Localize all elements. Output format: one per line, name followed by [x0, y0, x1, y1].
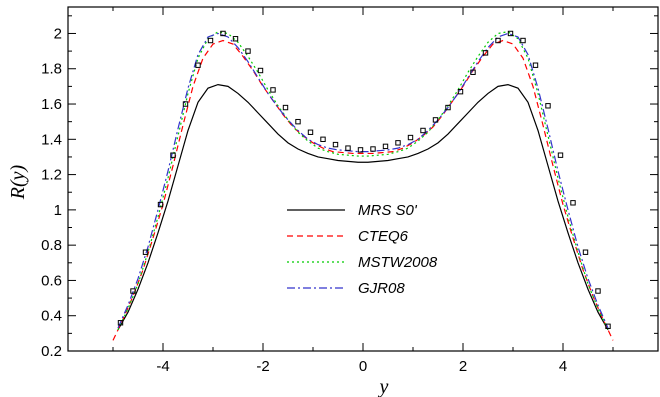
data-marker — [407, 134, 414, 141]
y-tick-label: 0.8 — [41, 237, 62, 254]
legend-label: MSTW2008 — [358, 254, 438, 271]
legend-label: GJR08 — [358, 280, 405, 297]
data-marker — [282, 104, 289, 111]
data-marker — [207, 37, 214, 44]
data-marker — [507, 30, 514, 37]
legend-label: CTEQ6 — [358, 228, 409, 245]
series-layer — [112, 30, 614, 341]
series-line-1 — [112, 39, 614, 341]
y-tick-label: 0.2 — [41, 343, 62, 360]
x-tick-label: 4 — [559, 358, 567, 375]
data-marker — [295, 118, 301, 125]
y-tick-label: 0.4 — [41, 308, 62, 325]
data-marker — [270, 87, 276, 93]
x-tick-label: -2 — [256, 358, 269, 375]
data-marker — [557, 152, 564, 158]
data-marker — [570, 200, 576, 206]
data-marker — [520, 37, 526, 44]
y-tick-label: 1.6 — [41, 96, 62, 113]
y-tick-label: 1.2 — [41, 167, 62, 184]
data-marker — [332, 141, 339, 148]
data-marker — [245, 48, 251, 54]
data-marker — [432, 117, 439, 123]
data-marker — [195, 62, 201, 68]
legend: MRS S0' CTEQ6 MSTW2008 GJR08 — [287, 202, 438, 297]
data-marker — [395, 140, 401, 146]
data-marker — [220, 30, 226, 37]
series-line-0 — [117, 84, 609, 331]
x-tick-label: 2 — [459, 358, 467, 375]
data-marker — [582, 249, 589, 255]
data-marker — [420, 127, 426, 134]
y-tick-label: 1 — [54, 202, 62, 219]
y-axis-title: R(y) — [7, 164, 29, 200]
x-tick-label: -4 — [156, 358, 169, 375]
data-marker — [532, 62, 539, 68]
data-marker — [370, 146, 376, 152]
data-marker — [130, 288, 136, 294]
data-marker — [482, 50, 489, 56]
x-axis-title: y — [378, 376, 389, 397]
data-marker — [605, 323, 611, 330]
data-marker — [457, 88, 464, 95]
y-tick-label: 0.6 — [41, 272, 62, 289]
y-tick-label: 1.4 — [41, 131, 62, 148]
data-marker — [445, 104, 451, 111]
data-marker — [595, 288, 601, 294]
data-marker — [470, 69, 476, 75]
data-marker — [232, 36, 239, 42]
y-tick-label: 2 — [54, 25, 62, 42]
x-tick-label: 0 — [359, 358, 367, 375]
data-marker — [157, 201, 164, 208]
data-marker — [382, 143, 389, 150]
data-marker — [170, 152, 176, 158]
data-marker — [345, 145, 351, 151]
data-marker — [307, 129, 314, 135]
data-marker — [257, 67, 264, 74]
data-marker — [117, 320, 124, 326]
axis-tick-labels: -4 -2 0 2 4 0.2 0.4 0.6 0.8 1 1.2 1.4 1.6 1.8 2 — [41, 25, 567, 375]
data-marker — [320, 136, 326, 143]
data-marker — [357, 147, 364, 153]
series-line-2 — [117, 31, 609, 331]
data-marker — [495, 37, 501, 44]
legend-label: MRS S0' — [358, 202, 418, 219]
y-tick-label: 1.8 — [41, 61, 62, 78]
data-marker — [182, 101, 189, 107]
plot-frame — [67, 6, 659, 352]
data-marker — [142, 249, 149, 255]
data-marker — [545, 103, 551, 109]
axis-ticks — [68, 7, 658, 352]
